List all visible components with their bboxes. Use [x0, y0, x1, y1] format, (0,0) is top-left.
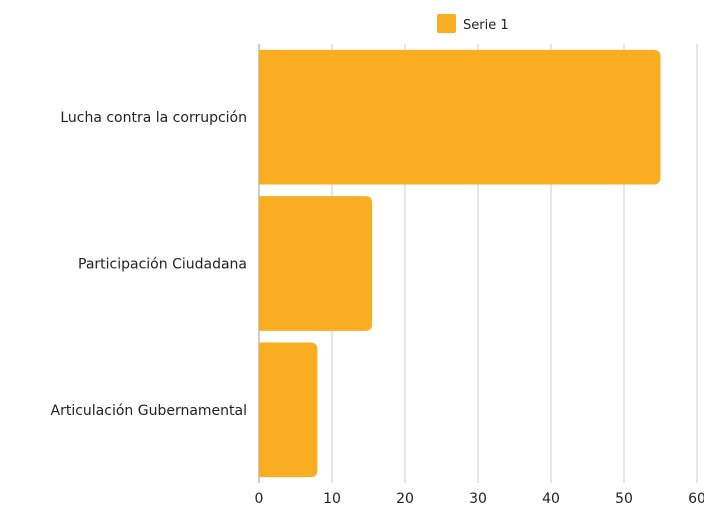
x-tick-label: 50 — [615, 491, 633, 507]
category-labels: Lucha contra la corrupción Participación … — [51, 110, 248, 419]
legend-swatch — [437, 14, 456, 33]
legend: Serie 1 — [437, 14, 509, 33]
x-tick-label: 20 — [396, 491, 414, 507]
x-tick-label: 30 — [469, 491, 487, 507]
x-tick-label: 0 — [255, 491, 264, 507]
category-label: Articulación Gubernamental — [51, 403, 248, 419]
x-tick-label: 10 — [323, 491, 341, 507]
bars — [259, 49, 661, 478]
x-tick-label: 40 — [542, 491, 560, 507]
category-label: Participación Ciudadana — [78, 257, 247, 273]
bar — [259, 342, 318, 478]
x-tick-label: 60 — [688, 491, 704, 507]
x-axis-ticks: 0 10 20 30 40 50 60 — [255, 491, 704, 507]
legend-label: Serie 1 — [463, 18, 509, 33]
bar — [259, 49, 661, 185]
bar — [259, 196, 373, 331]
category-label: Lucha contra la corrupción — [60, 110, 247, 126]
